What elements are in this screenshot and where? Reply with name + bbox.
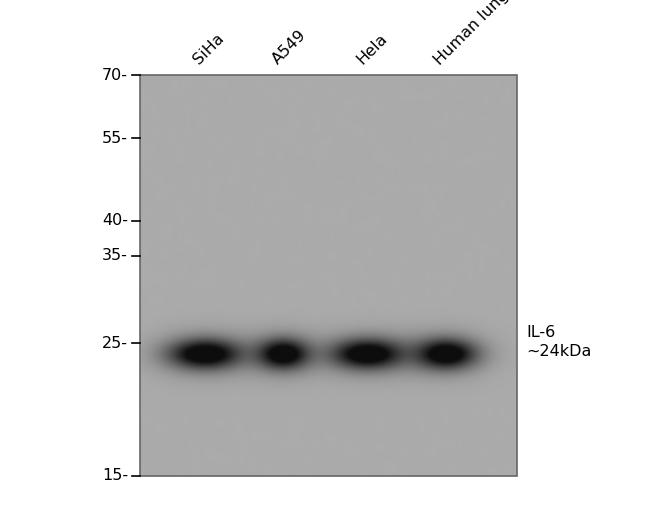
Text: SiHa: SiHa xyxy=(191,31,228,68)
Text: Human lung: Human lung xyxy=(432,0,512,68)
Text: 15-: 15- xyxy=(102,469,128,483)
Text: 70-: 70- xyxy=(102,68,128,83)
Text: IL-6: IL-6 xyxy=(526,326,556,340)
Text: 25-: 25- xyxy=(102,335,128,350)
Text: A549: A549 xyxy=(269,28,309,68)
Text: ~24kDa: ~24kDa xyxy=(526,344,592,358)
Text: 40-: 40- xyxy=(102,213,128,228)
Bar xyxy=(140,75,517,476)
Text: Hela: Hela xyxy=(354,31,390,68)
Text: 35-: 35- xyxy=(102,248,128,263)
Text: 55-: 55- xyxy=(102,131,128,146)
